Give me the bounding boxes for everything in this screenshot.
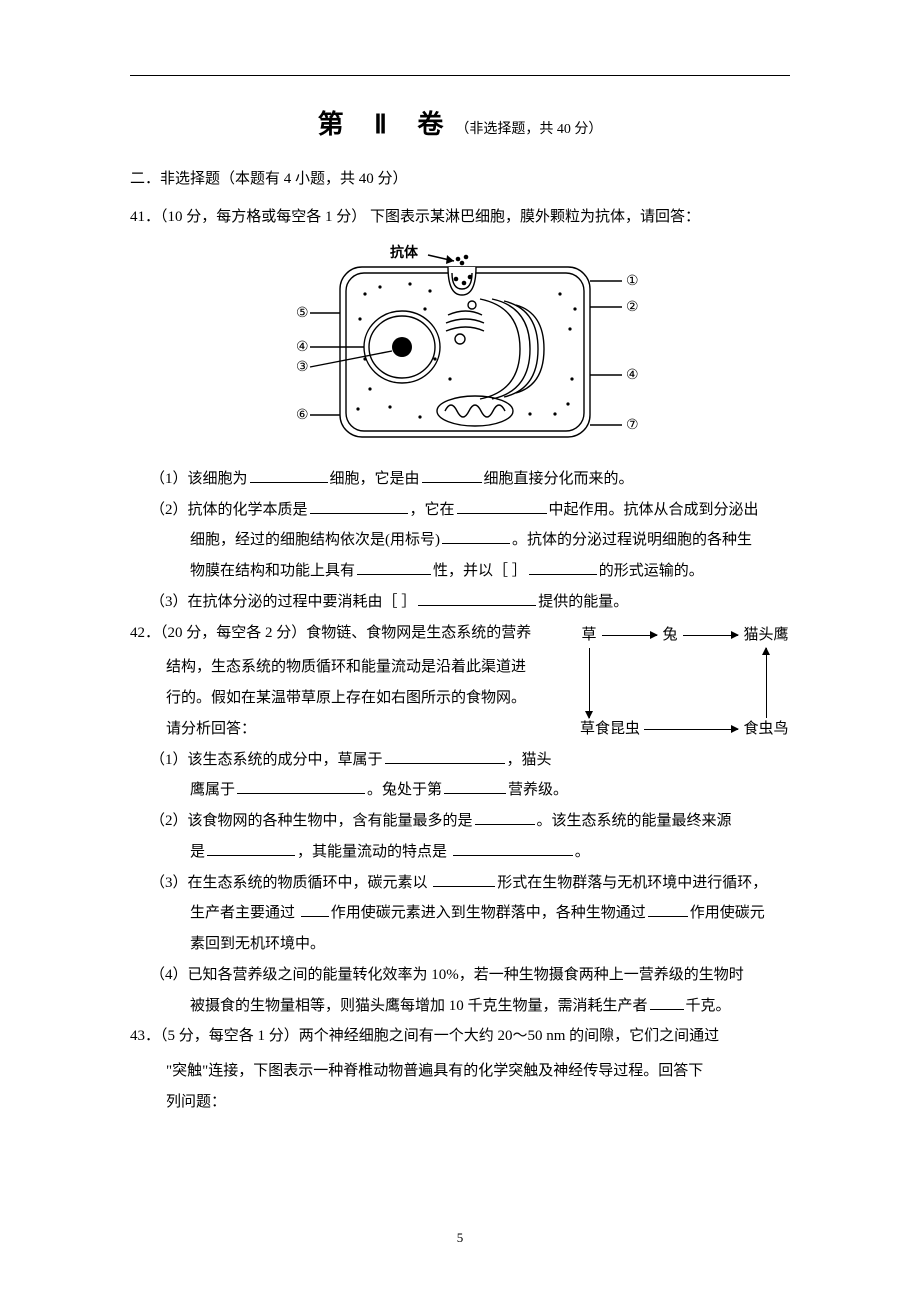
cell-label-3: ③ bbox=[296, 360, 309, 375]
blank bbox=[453, 841, 573, 856]
fw-rabbit: 兔 bbox=[661, 620, 679, 651]
cell-diagram: 抗体 ① ② ③ ④ ⑤ ⑥ ⑦ ④ bbox=[270, 239, 650, 454]
part2-heading: 二．非选择题（本题有 4 小题，共 40 分） bbox=[130, 167, 790, 188]
q41-s1-c: 细胞直接分化而来的。 bbox=[484, 471, 634, 487]
q42-s1-b: ，猫头 bbox=[507, 752, 552, 768]
q41-s2-a: （2）抗体的化学本质是 bbox=[150, 502, 308, 518]
q42-s1-e: 营养级。 bbox=[508, 782, 568, 798]
blank bbox=[529, 560, 597, 575]
q42-s3-a: （3）在生态系统的物质循环中，碳元素以 bbox=[150, 875, 431, 891]
q41-s1-b: 细胞，它是由 bbox=[330, 471, 420, 487]
blank bbox=[475, 810, 535, 825]
q41-sub2: （2）抗体的化学本质是，它在中起作用。抗体从合成到分泌出 bbox=[170, 495, 790, 526]
q41-sub2-line2: 细胞，经过的细胞结构依次是(用标号) 。抗体的分泌过程说明细胞的各种生 bbox=[190, 525, 790, 556]
page-number: 5 bbox=[0, 1230, 920, 1246]
q42-s4-b: 被摄食的生物量相等，则猫头鹰每增加 10 千克生物量，需消耗生产者 bbox=[190, 998, 648, 1014]
q42-s3-d: 作用使碳元素进入到生物群落中，各种生物通过 bbox=[331, 905, 646, 921]
q41-s2-d: 细胞，经过的细胞结构依次是(用标号) bbox=[190, 532, 440, 548]
fw-grass: 草 bbox=[580, 620, 598, 651]
blank bbox=[310, 499, 408, 514]
cell-label-7: ⑦ bbox=[626, 418, 639, 433]
blank bbox=[207, 841, 295, 856]
q41-s3-a: （3）在抗体分泌的过程中要消耗由［ ］ bbox=[150, 594, 416, 610]
question-43: 43．（5 分，每空各 1 分）两个神经细胞之间有一个大约 20～50 nm 的… bbox=[130, 1021, 790, 1117]
q42-sub2: （2）该食物网的各种生物中，含有能量最多的是。该生态系统的能量最终来源 bbox=[170, 806, 790, 837]
arrow-down-icon bbox=[589, 648, 590, 718]
blank bbox=[237, 779, 365, 794]
q41-s3-b: 提供的能量。 bbox=[538, 594, 628, 610]
q41-s2-f: 物膜在结构和功能上具有 bbox=[190, 563, 355, 579]
q42-sub4: （4）已知各营养级之间的能量转化效率为 10%，若一种生物摄食两种上一营养级的生… bbox=[170, 960, 790, 991]
fw-bird: 食虫鸟 bbox=[742, 714, 790, 745]
section-2-title-sub: （非选择题，共 40 分） bbox=[455, 122, 602, 137]
food-web-diagram: 草 兔 猫头鹰 草食昆虫 食虫鸟 bbox=[580, 624, 790, 742]
cell-label-5: ⑤ bbox=[296, 306, 309, 321]
q42-s3-c: 生产者主要通过 bbox=[190, 905, 299, 921]
q42-s2-d: ，其能量流动的特点是 bbox=[297, 844, 451, 860]
top-horizontal-rule bbox=[130, 75, 790, 76]
q41-sub1: （1）该细胞为细胞，它是由细胞直接分化而来的。 bbox=[170, 464, 790, 495]
cell-label-2: ② bbox=[626, 300, 639, 315]
blank bbox=[250, 468, 328, 483]
blank bbox=[422, 468, 482, 483]
q41-sub3: （3）在抗体分泌的过程中要消耗由［ ］提供的能量。 bbox=[170, 587, 790, 618]
blank bbox=[650, 995, 684, 1010]
blank bbox=[357, 560, 431, 575]
q43-stem-l2: "突触"连接，下图表示一种脊椎动物普遍具有的化学突触及神经传导过程。回答下 bbox=[166, 1056, 790, 1087]
section-2-title: 第 Ⅱ 卷（非选择题，共 40 分） bbox=[130, 104, 790, 141]
blank bbox=[648, 902, 688, 917]
antibody-label: 抗体 bbox=[390, 244, 419, 261]
cell-label-1: ① bbox=[626, 274, 639, 289]
q43-stem-l3: 列问题： bbox=[166, 1087, 790, 1118]
arrow-right-icon bbox=[644, 729, 738, 730]
question-41: 41．（10 分，每方格或每空各 1 分） 下图表示某淋巴细胞，膜外颗粒为抗体，… bbox=[130, 202, 790, 618]
q41-stem: 41．（10 分，每方格或每空各 1 分） 下图表示某淋巴细胞，膜外颗粒为抗体，… bbox=[130, 202, 790, 233]
fw-insect: 草食昆虫 bbox=[580, 714, 640, 745]
blank bbox=[418, 591, 536, 606]
q42-sub4-line2: 被摄食的生物量相等，则猫头鹰每增加 10 千克生物量，需消耗生产者 千克。 bbox=[190, 991, 790, 1022]
cell-label-6: ⑥ bbox=[296, 408, 309, 423]
q41-sub2-line3: 物膜在结构和功能上具有 性，并以［ ］ 的形式运输的。 bbox=[190, 556, 790, 587]
blank bbox=[442, 529, 510, 544]
arrow-right-icon bbox=[602, 635, 657, 636]
q41-s2-c: 中起作用。抗体从合成到分泌出 bbox=[549, 502, 759, 518]
q41-s2-b: ，它在 bbox=[410, 502, 455, 518]
q42-sub1: （1）该生态系统的成分中，草属于，猫头 bbox=[170, 745, 790, 776]
q42-sub3-line2: 生产者主要通过 作用使碳元素进入到生物群落中，各种生物通过 作用使碳元 bbox=[190, 898, 790, 929]
arrow-right-icon bbox=[683, 635, 738, 636]
q42-s4-a: （4）已知各营养级之间的能量转化效率为 10%，若一种生物摄食两种上一营养级的生… bbox=[150, 967, 744, 983]
blank bbox=[385, 749, 505, 764]
question-42: 草 兔 猫头鹰 草食昆虫 食虫鸟 42．（20 分，每空各 bbox=[130, 618, 790, 1022]
q42-s1-a: （1）该生态系统的成分中，草属于 bbox=[150, 752, 383, 768]
q41-s2-g: 性，并以［ ］ bbox=[433, 563, 527, 579]
q42-s4-c: 千克。 bbox=[686, 998, 731, 1014]
q42-s2-b: 。该生态系统的能量最终来源 bbox=[537, 813, 732, 829]
q42-sub2-line2: 是 ，其能量流动的特点是 。 bbox=[190, 837, 790, 868]
q42-s3-b: 形式在生物群落与无机环境中进行循环， bbox=[497, 875, 767, 891]
arrow-up-icon bbox=[766, 648, 767, 718]
cell-label-4: ④ bbox=[626, 368, 639, 383]
cell-label-4b: ④ bbox=[296, 340, 309, 355]
q42-sub1-line2: 鹰属于 。兔处于第 营养级。 bbox=[190, 775, 790, 806]
q42-s2-e: 。 bbox=[575, 844, 590, 860]
q42-s2-c: 是 bbox=[190, 844, 205, 860]
q42-sub3-line3: 素回到无机环境中。 bbox=[190, 929, 790, 960]
q41-s1-a: （1）该细胞为 bbox=[150, 471, 248, 487]
q43-stem-l1: 43．（5 分，每空各 1 分）两个神经细胞之间有一个大约 20～50 nm 的… bbox=[130, 1021, 790, 1052]
q42-s3-e: 作用使碳元 bbox=[690, 905, 765, 921]
q41-s2-h: 的形式运输的。 bbox=[599, 563, 704, 579]
blank bbox=[433, 872, 495, 887]
section-2-title-main: 第 Ⅱ 卷 bbox=[318, 110, 456, 139]
q42-s2-a: （2）该食物网的各种生物中，含有能量最多的是 bbox=[150, 813, 473, 829]
blank bbox=[457, 499, 547, 514]
q42-s1-c: 鹰属于 bbox=[190, 782, 235, 798]
q42-s1-d: 。兔处于第 bbox=[367, 782, 442, 798]
q42-sub3: （3）在生态系统的物质循环中，碳元素以 形式在生物群落与无机环境中进行循环， bbox=[170, 868, 790, 899]
q41-s2-e: 。抗体的分泌过程说明细胞的各种生 bbox=[512, 532, 752, 548]
blank bbox=[444, 779, 506, 794]
blank bbox=[301, 902, 329, 917]
